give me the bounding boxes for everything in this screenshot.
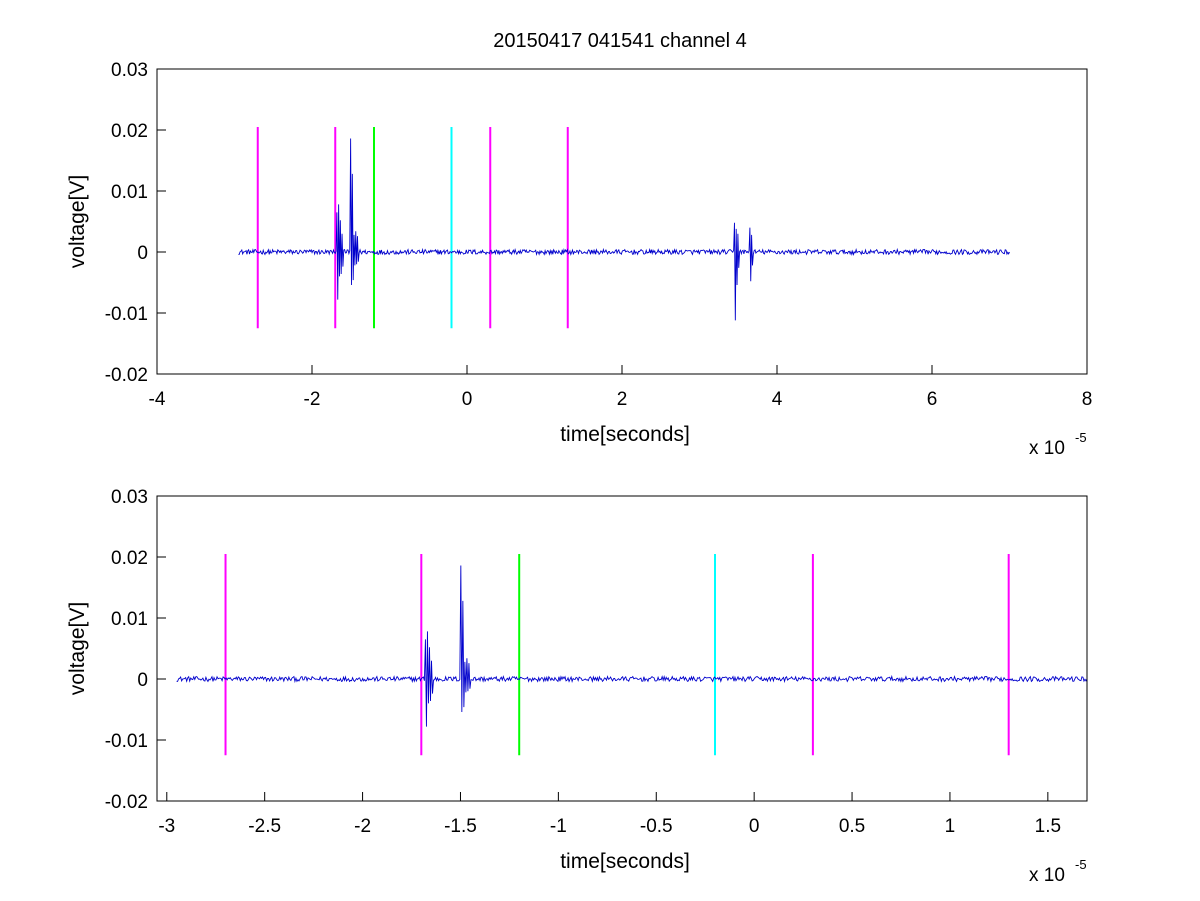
top-x-scale-exponent: -5	[1075, 430, 1087, 445]
top-panel: -4 -2 0 2 4 6 8 -0.02 -0.01 0 0.01 0.02 0.03 time[s…	[66, 60, 1092, 459]
top-x-axis-label: time[seconds]	[560, 423, 690, 446]
bottom-x-tick-label: -2.5	[248, 816, 281, 837]
bottom-x-tick-label: 1.5	[1035, 816, 1061, 837]
top-x-ticks: -4 -2 0 2 4 6 8	[149, 365, 1093, 410]
bottom-y-tick-label: 0.02	[111, 548, 148, 569]
bottom-y-tick-label: 0	[137, 670, 148, 691]
top-x-tick-label: -4	[149, 389, 166, 410]
bottom-x-scale-multiplier: x 10	[1029, 865, 1065, 886]
top-y-tick-label: 0	[137, 243, 148, 264]
top-signal-line	[238, 138, 1010, 321]
top-x-tick-label: 4	[772, 389, 783, 410]
top-y-tick-label: -0.02	[105, 365, 148, 386]
top-x-tick-label: 0	[462, 389, 473, 410]
top-x-scale-multiplier: x 10	[1029, 438, 1065, 459]
bottom-x-tick-label: -1.5	[444, 816, 477, 837]
top-y-ticks: -0.02 -0.01 0 0.01 0.02 0.03	[105, 60, 166, 386]
bottom-y-ticks: -0.02 -0.01 0 0.01 0.02 0.03	[105, 487, 166, 813]
bottom-x-tick-label: -2	[354, 816, 371, 837]
top-y-tick-label: 0.02	[111, 121, 148, 142]
bottom-markers	[224, 553, 1010, 756]
bottom-x-tick-label: 0.5	[839, 816, 865, 837]
top-x-tick-label: 2	[617, 389, 628, 410]
bottom-x-scale-exponent: -5	[1075, 857, 1087, 872]
top-y-axis-label: voltage[V]	[66, 175, 89, 268]
bottom-axes-box	[156, 495, 1088, 802]
top-markers	[256, 126, 569, 329]
bottom-y-tick-label: 0.03	[111, 487, 148, 508]
bottom-y-tick-label: -0.01	[105, 731, 148, 752]
bottom-signal-line	[176, 565, 1088, 727]
bottom-y-tick-label: 0.01	[111, 609, 148, 630]
top-x-tick-label: -2	[304, 389, 321, 410]
top-y-tick-label: 0.01	[111, 182, 148, 203]
top-x-tick-label: 8	[1082, 389, 1093, 410]
bottom-y-axis-label: voltage[V]	[66, 602, 89, 695]
bottom-y-tick-label: -0.02	[105, 792, 148, 813]
bottom-panel: -3 -2.5 -2 -1.5 -1 -0.5 0 0.5 1 1.5 -0.02 -0.01 0 0.…	[66, 487, 1088, 886]
top-y-tick-label: 0.03	[111, 60, 148, 81]
top-x-tick-label: 6	[927, 389, 938, 410]
bottom-x-tick-label: -3	[158, 816, 175, 837]
top-y-tick-label: -0.01	[105, 304, 148, 325]
bottom-x-tick-label: -0.5	[640, 816, 673, 837]
top-axes-box	[156, 68, 1088, 375]
bottom-x-tick-label: 1	[945, 816, 956, 837]
bottom-x-ticks: -3 -2.5 -2 -1.5 -1 -0.5 0 0.5 1 1.5	[158, 792, 1061, 837]
figure-title: 20150417 041541 channel 4	[493, 30, 747, 52]
bottom-x-axis-label: time[seconds]	[560, 850, 690, 873]
bottom-x-tick-label: -1	[550, 816, 567, 837]
bottom-x-tick-label: 0	[749, 816, 760, 837]
